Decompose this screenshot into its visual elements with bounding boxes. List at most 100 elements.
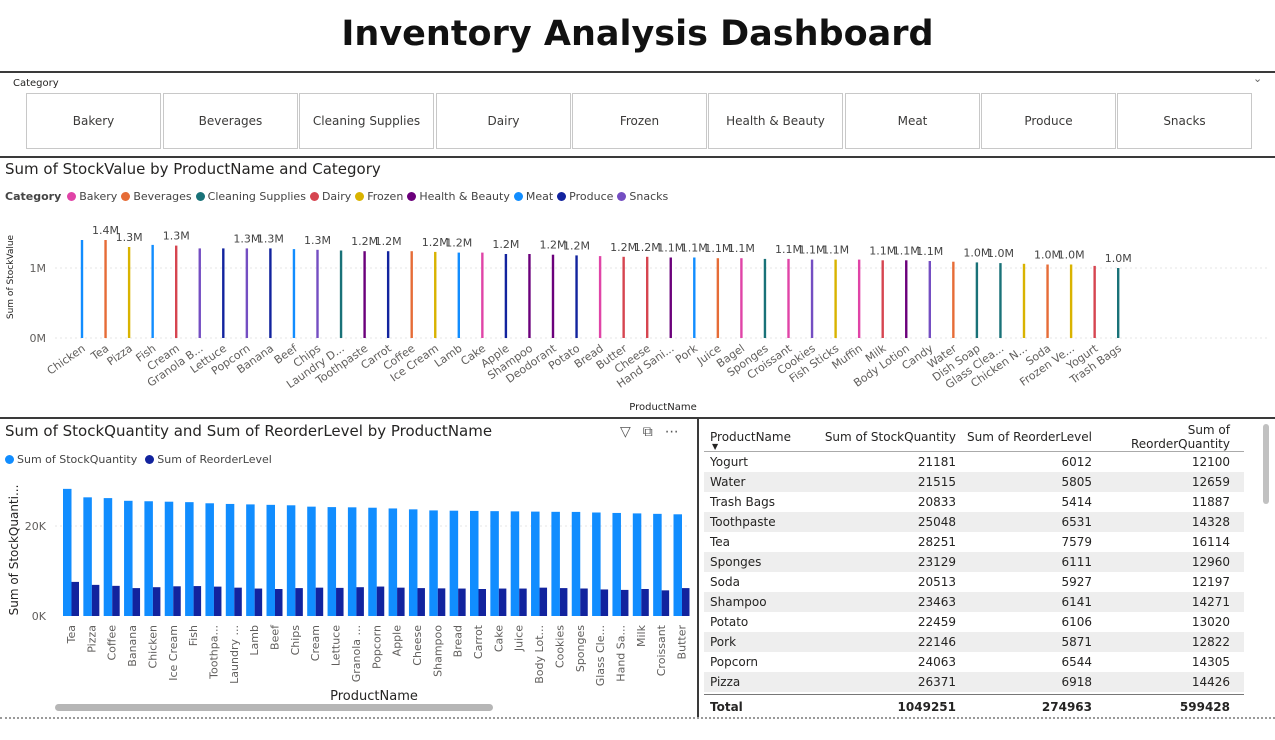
bar-reorderlevel-fish[interactable] <box>193 586 202 616</box>
bar-water[interactable] <box>952 261 955 338</box>
slicer-option-health-beauty[interactable]: Health & Beauty <box>708 93 843 149</box>
bar-reorderlevel-hand-sa[interactable] <box>620 589 629 616</box>
bar-deodorant[interactable] <box>551 254 555 338</box>
chevron-down-icon[interactable]: ⌄ <box>1253 72 1263 85</box>
table-row[interactable]: Yogurt 21181 6012 12100 <box>704 452 1244 472</box>
bar-glass-clea[interactable] <box>999 263 1002 338</box>
table-row[interactable]: Potato 22459 6106 13020 <box>704 612 1244 632</box>
bar-stockquantity-croissant[interactable] <box>653 513 662 616</box>
more-options-icon[interactable]: ⋯ <box>664 424 679 440</box>
table-row[interactable]: Toothpaste 25048 6531 14328 <box>704 512 1244 532</box>
column-header-reorderlevel[interactable]: Sum of ReorderLevel <box>967 429 1092 444</box>
legend-item-sum-of-reorderlevel[interactable]: Sum of ReorderLevel <box>145 453 272 466</box>
bar-stockquantity-chips[interactable] <box>286 505 296 616</box>
bar-reorderlevel-sponges[interactable] <box>580 588 588 616</box>
bar-stockquantity-ice-cream[interactable] <box>164 501 174 616</box>
bar-apple[interactable] <box>504 254 508 338</box>
table-row[interactable]: Trash Bags 20833 5414 11887 <box>704 492 1244 512</box>
bar-stockquantity-lamb[interactable] <box>246 504 255 616</box>
bar-reorderlevel-shampoo[interactable] <box>437 588 446 616</box>
bar-stockquantity-body-lot[interactable] <box>531 511 540 616</box>
bar-popcorn[interactable] <box>245 248 249 338</box>
bar-stockquantity-tea[interactable] <box>63 488 72 616</box>
sort-descending-icon[interactable]: ▼ <box>712 442 719 451</box>
bar-reorderlevel-cookies[interactable] <box>559 588 568 616</box>
bar-stockquantity-cream[interactable] <box>307 506 316 616</box>
bar-stockquantity-milk[interactable] <box>632 513 642 616</box>
bar-stockquantity-apple[interactable] <box>388 508 398 616</box>
bar-soda[interactable] <box>1046 264 1049 339</box>
column-header-productname[interactable]: ProductName <box>710 429 791 444</box>
bar-stockquantity-glass-cle[interactable] <box>592 512 601 617</box>
bar-stockquantity-carrot[interactable] <box>470 510 479 616</box>
bar-lamb[interactable] <box>457 252 460 338</box>
filter-icon[interactable]: ▽ <box>620 424 631 440</box>
bar-stockquantity-fish[interactable] <box>185 502 194 616</box>
legend-item-bakery[interactable]: Bakery <box>67 190 117 203</box>
slicer-option-meat[interactable]: Meat <box>845 93 980 149</box>
table-row[interactable]: Pork 22146 5871 12822 <box>704 632 1244 652</box>
bar-yogurt[interactable] <box>1093 265 1096 338</box>
table-row[interactable]: Pizza 26371 6918 14426 <box>704 672 1244 692</box>
bar-stockquantity-bread[interactable] <box>449 510 459 616</box>
bar-fish-sticks[interactable] <box>834 259 837 338</box>
bar-reorderlevel-croissant[interactable] <box>661 590 670 616</box>
bar-stockquantity-chicken[interactable] <box>144 501 153 616</box>
bar-body-lotion[interactable] <box>905 260 908 338</box>
bar-reorderlevel-body-lot[interactable] <box>539 587 548 616</box>
column-header-reorderquantity[interactable]: Sum of ReorderQuantity <box>1130 422 1230 451</box>
legend-item-meat[interactable]: Meat <box>513 190 553 203</box>
bar-tea[interactable] <box>104 240 107 338</box>
bar-dish-soap[interactable] <box>975 262 979 338</box>
bar-stockquantity-sponges[interactable] <box>571 511 581 616</box>
bar-cake[interactable] <box>481 252 484 338</box>
legend-item-cleaning-supplies[interactable]: Cleaning Supplies <box>195 190 306 203</box>
bar-reorderlevel-chicken[interactable] <box>152 587 161 616</box>
legend-item-frozen[interactable]: Frozen <box>355 190 403 203</box>
table-row[interactable]: Shampoo 23463 6141 14271 <box>704 592 1244 612</box>
horizontal-scrollbar[interactable] <box>55 704 493 711</box>
bar-fish[interactable] <box>151 244 154 338</box>
bar-reorderlevel-toothpa[interactable] <box>213 586 222 616</box>
bar-stockquantity-butter[interactable] <box>673 514 683 616</box>
bar-sponges[interactable] <box>763 258 767 338</box>
table-row[interactable]: Water 21515 5805 12659 <box>704 472 1244 492</box>
bar-chicken-n[interactable] <box>1022 263 1026 338</box>
slicer-option-dairy[interactable]: Dairy <box>436 93 571 149</box>
bar-stockquantity-hand-sa[interactable] <box>612 512 621 616</box>
bar-stockquantity-lettuce[interactable] <box>327 507 337 616</box>
bar-reorderlevel-pizza[interactable] <box>91 584 100 616</box>
table-row[interactable]: Tea 28251 7579 16114 <box>704 532 1244 552</box>
bar-stockquantity-cookies[interactable] <box>551 511 560 616</box>
bar-chicken[interactable] <box>80 240 84 338</box>
bar-coffee[interactable] <box>410 251 413 338</box>
bar-shampoo[interactable] <box>528 254 531 338</box>
bar-ice-cream[interactable] <box>434 251 437 338</box>
bar-reorderlevel-bread[interactable] <box>458 588 466 616</box>
bar-pizza[interactable] <box>127 247 131 338</box>
bar-granola-b[interactable] <box>198 248 201 338</box>
bar-reorderlevel-laundry[interactable] <box>234 587 242 616</box>
bar-reorderlevel-milk[interactable] <box>641 589 649 616</box>
slicer-option-produce[interactable]: Produce <box>981 93 1116 149</box>
legend-item-snacks[interactable]: Snacks <box>617 190 668 203</box>
bar-stockquantity-laundry[interactable] <box>225 503 235 616</box>
bar-reorderlevel-juice[interactable] <box>519 588 527 616</box>
slicer-option-cleaning-supplies[interactable]: Cleaning Supplies <box>299 93 434 149</box>
table-row[interactable]: Popcorn 24063 6544 14305 <box>704 652 1244 672</box>
bar-candy[interactable] <box>928 261 931 338</box>
bar-beef[interactable] <box>292 249 296 338</box>
bar-reorderlevel-chips[interactable] <box>295 588 303 616</box>
bar-reorderlevel-cheese[interactable] <box>417 588 425 616</box>
bar-juice[interactable] <box>716 258 720 338</box>
bar-cookies[interactable] <box>810 259 814 338</box>
bar-cream[interactable] <box>175 245 178 338</box>
bar-banana[interactable] <box>269 248 272 338</box>
bar-reorderlevel-beef[interactable] <box>275 589 283 616</box>
vertical-scrollbar[interactable] <box>1263 424 1269 504</box>
bar-stockquantity-cake[interactable] <box>490 511 499 616</box>
bar-toothpaste[interactable] <box>363 251 366 338</box>
column-header-stockquantity[interactable]: Sum of StockQuantity <box>824 429 956 444</box>
bar-stockquantity-banana[interactable] <box>124 500 133 616</box>
bar-reorderlevel-lettuce[interactable] <box>336 587 344 616</box>
